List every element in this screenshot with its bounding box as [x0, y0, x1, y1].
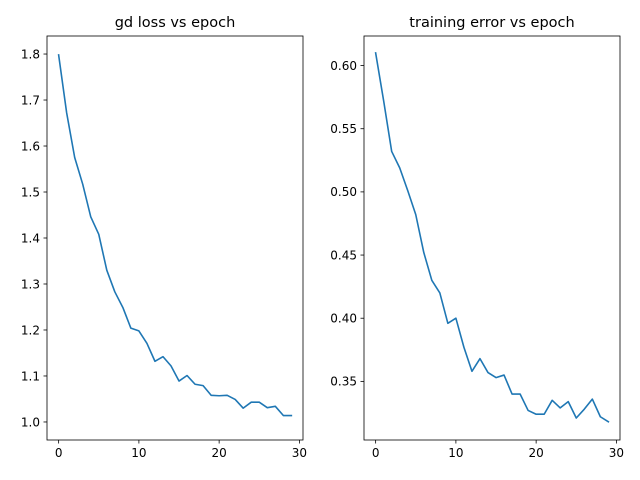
y-tick-label: 1.4 — [21, 231, 40, 245]
y-tick-label: 0.50 — [330, 185, 357, 199]
x-tick-label: 20 — [211, 446, 226, 460]
series-line — [57, 54, 293, 417]
x-tick-label: 30 — [292, 446, 307, 460]
y-tick-label: 1.3 — [21, 277, 40, 291]
chart-title: training error vs epoch — [409, 15, 574, 31]
chart-panel-2: training error vs epoch 0 10 20 30 0.35 0.40 0.… — [330, 15, 624, 460]
plot-frame — [46, 35, 304, 441]
y-tick-label: 1.8 — [21, 47, 40, 61]
chart-title: gd loss vs epoch — [115, 15, 236, 31]
y-tick-label: 0.60 — [330, 59, 357, 73]
x-tick-label: 10 — [448, 446, 463, 460]
y-tick-label: 1.0 — [21, 415, 40, 429]
y-tick-label: 0.55 — [330, 122, 357, 136]
series-line — [374, 52, 610, 423]
x-tick-label: 0 — [372, 446, 380, 460]
y-tick-label: 1.7 — [21, 93, 40, 107]
x-tick-label: 10 — [131, 446, 146, 460]
y-tick-label: 1.2 — [21, 323, 40, 337]
y-tick-label: 1.5 — [21, 185, 40, 199]
plot-frame — [363, 35, 621, 441]
y-tick-label: 1.1 — [21, 369, 40, 383]
y-tick-label: 1.6 — [21, 139, 40, 153]
y-tick-label: 0.45 — [330, 248, 357, 262]
chart-panel-1: gd loss vs epoch 0 10 20 30 1.0 1.1 1.2 1.3 1.4 1.… — [21, 15, 307, 460]
x-tick-label: 30 — [609, 446, 624, 460]
x-tick-label: 20 — [528, 446, 543, 460]
y-tick-label: 0.35 — [330, 375, 357, 389]
x-tick-label: 0 — [55, 446, 63, 460]
y-tick-label: 0.40 — [330, 312, 357, 326]
